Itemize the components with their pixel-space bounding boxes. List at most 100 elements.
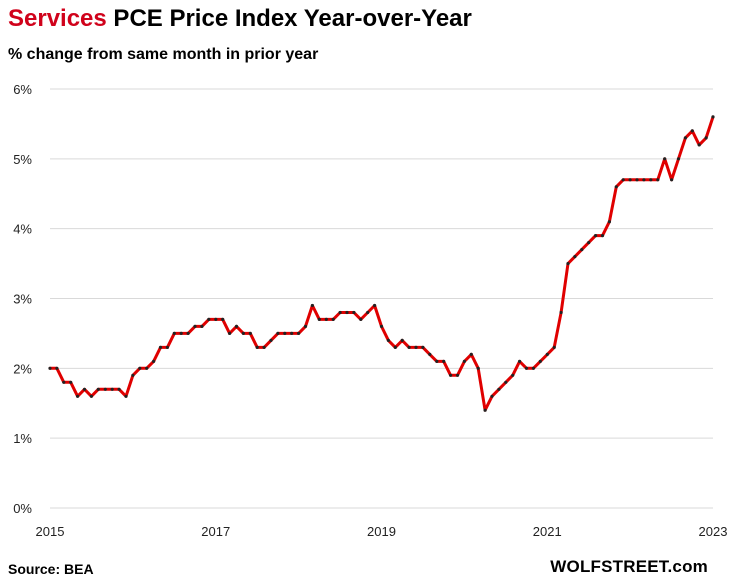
- source-note: Source: BEA: [8, 561, 94, 577]
- data-point: [559, 310, 563, 315]
- data-point: [711, 115, 715, 119]
- data-point: [62, 380, 66, 384]
- x-tick-label: 2017: [201, 524, 230, 539]
- data-point: [338, 310, 342, 315]
- data-point: [248, 331, 252, 335]
- data-point: [511, 373, 515, 377]
- data-point: [435, 359, 439, 363]
- data-point: [393, 345, 397, 349]
- data-point: [656, 178, 660, 182]
- data-point: [165, 345, 169, 349]
- data-point: [366, 310, 370, 315]
- data-point: [303, 324, 308, 328]
- data-point: [483, 408, 487, 412]
- data-point: [600, 234, 605, 238]
- grid-lines: [50, 88, 713, 509]
- data-point: [276, 331, 280, 335]
- x-axis-ticks: 2015 2017 2019 2021 2023: [36, 524, 728, 539]
- data-point: [228, 331, 232, 335]
- data-point: [82, 387, 87, 391]
- data-point: [442, 359, 446, 363]
- y-tick-label: 2%: [13, 361, 32, 376]
- data-point: [138, 366, 142, 370]
- data-point: [683, 136, 688, 140]
- data-point: [117, 387, 121, 391]
- data-point: [421, 345, 425, 349]
- data-point: [628, 178, 632, 182]
- x-tick-label: 2023: [699, 524, 728, 539]
- data-point: [518, 359, 522, 363]
- data-point: [186, 331, 190, 335]
- data-point: [172, 331, 176, 335]
- brand-logo-text: WOLFSTREET.com: [550, 557, 708, 576]
- data-point: [462, 359, 466, 363]
- y-tick-label: 1%: [13, 431, 32, 446]
- data-point: [214, 317, 218, 321]
- data-point: [504, 380, 508, 384]
- data-point: [635, 178, 639, 182]
- data-point: [48, 366, 52, 370]
- series-line: [48, 115, 715, 412]
- data-point: [407, 345, 411, 349]
- data-point: [352, 310, 356, 315]
- data-point: [449, 373, 453, 377]
- data-point: [200, 324, 204, 328]
- data-point: [400, 338, 404, 342]
- data-point: [89, 394, 93, 398]
- x-tick-label: 2015: [36, 524, 65, 539]
- data-point: [545, 352, 549, 356]
- data-point: [76, 394, 80, 398]
- data-point: [207, 317, 211, 321]
- data-point: [345, 310, 349, 315]
- data-point: [469, 352, 473, 356]
- chart-subtitle: % change from same month in prior year: [8, 46, 319, 63]
- series-line-layer: [48, 115, 715, 412]
- data-point: [497, 387, 501, 391]
- data-point: [690, 129, 694, 133]
- data-point: [317, 317, 321, 321]
- data-point: [290, 331, 294, 335]
- data-point: [490, 394, 494, 398]
- data-point: [331, 317, 335, 321]
- data-point: [255, 345, 259, 349]
- data-point: [573, 255, 577, 259]
- data-point: [110, 387, 114, 391]
- data-point: [179, 331, 183, 335]
- data-point: [269, 338, 273, 342]
- data-point: [359, 317, 363, 321]
- data-point: [131, 373, 135, 377]
- title-highlight: Services: [8, 5, 107, 32]
- y-tick-label: 0%: [13, 501, 32, 516]
- data-point: [310, 303, 314, 308]
- data-point: [145, 366, 149, 370]
- data-point: [283, 331, 287, 335]
- data-point: [221, 317, 225, 321]
- data-point: [241, 331, 245, 335]
- chart-title: Services PCE Price Index Year-over-Year: [8, 5, 472, 33]
- x-tick-label: 2021: [533, 524, 562, 539]
- data-point: [103, 387, 107, 391]
- series-markers: [48, 115, 715, 412]
- data-point: [524, 366, 529, 370]
- data-point: [476, 366, 480, 370]
- data-point: [124, 394, 128, 398]
- data-point: [55, 366, 59, 370]
- data-point: [414, 345, 418, 349]
- data-point: [158, 345, 163, 349]
- y-tick-label: 6%: [13, 82, 32, 97]
- data-point: [614, 185, 618, 189]
- data-point: [324, 317, 328, 321]
- data-point: [386, 338, 390, 342]
- data-point: [670, 178, 674, 182]
- data-point: [676, 157, 681, 161]
- y-axis-ticks: 0% 1% 2% 3% 4% 5% 6%: [13, 82, 32, 516]
- data-point: [428, 352, 432, 356]
- data-point: [649, 178, 653, 182]
- data-point: [566, 262, 570, 266]
- data-point: [642, 178, 646, 182]
- title-rest: PCE Price Index Year-over-Year: [106, 5, 472, 32]
- y-tick-label: 3%: [13, 292, 32, 307]
- data-point: [379, 324, 384, 328]
- data-point: [193, 324, 197, 328]
